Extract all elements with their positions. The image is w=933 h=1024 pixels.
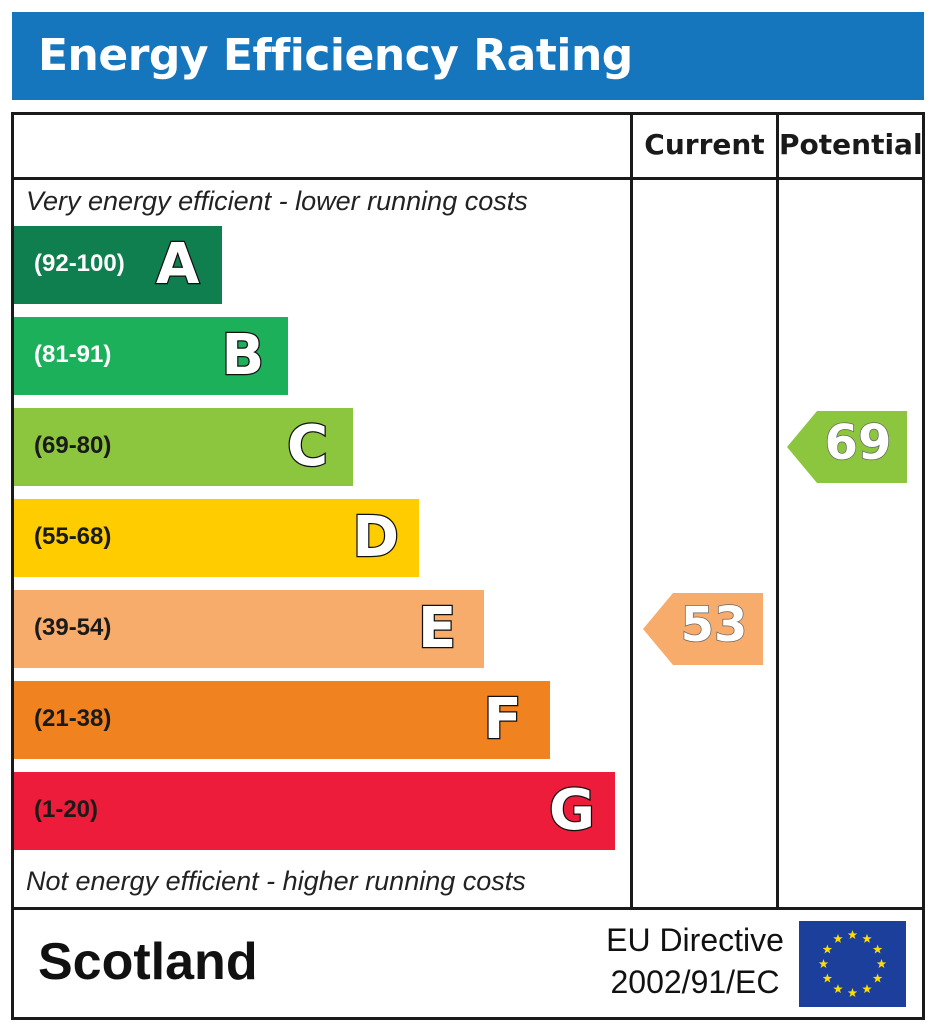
- band-range: (1-20): [34, 796, 99, 823]
- band-b: (81-91) B: [14, 317, 288, 395]
- eu-star: [818, 959, 829, 969]
- column-header-current: Current: [644, 128, 765, 161]
- eu-star: [847, 930, 858, 940]
- eu-star: [876, 959, 887, 969]
- band-letter: F: [482, 686, 523, 754]
- band-c: (69-80) C: [14, 408, 353, 486]
- eu-star: [847, 988, 858, 998]
- band-range: (69-80): [34, 432, 112, 459]
- current-rating-arrow: 53: [643, 593, 763, 665]
- directive-line-1: EU Directive: [606, 922, 784, 958]
- eu-star: [872, 944, 883, 954]
- band-a: (92-100) A: [14, 226, 222, 304]
- eu-star: [833, 984, 843, 994]
- footer-divider: [11, 907, 925, 910]
- eu-star: [822, 944, 833, 954]
- band-d: (55-68) D: [14, 499, 419, 577]
- band-letter: G: [548, 777, 596, 845]
- chart-title: Energy Efficiency Rating: [38, 30, 633, 81]
- current-arrow-shape: [643, 593, 763, 665]
- eu-star: [862, 984, 872, 994]
- band-range: (55-68): [34, 523, 112, 550]
- band-letter: D: [351, 504, 400, 572]
- country-label: Scotland: [38, 933, 258, 991]
- potential-arrow-shape: [787, 411, 907, 483]
- column-divider-left: [630, 112, 633, 910]
- band-e: (39-54) E: [14, 590, 484, 668]
- directive-line-2: 2002/91/EC: [610, 964, 780, 1000]
- band-letter: A: [155, 231, 201, 299]
- band-letter: E: [417, 595, 458, 663]
- band-range: (92-100): [34, 250, 125, 277]
- title-bar: Energy Efficiency Rating: [12, 12, 924, 100]
- header-divider: [11, 177, 925, 180]
- current-rating-value: 53: [680, 596, 748, 654]
- potential-rating-value: 69: [824, 414, 892, 472]
- band-letter: B: [220, 322, 265, 390]
- caption-bottom: Not energy efficient - higher running co…: [26, 866, 526, 896]
- potential-rating-arrow: 69: [787, 411, 907, 483]
- eu-star: [862, 933, 872, 943]
- band-range: (81-91): [34, 341, 112, 368]
- eu-star: [872, 973, 883, 983]
- band-letter: C: [286, 413, 330, 481]
- eu-star: [833, 933, 843, 943]
- band-range: (39-54): [34, 614, 112, 641]
- rating-table: [11, 112, 925, 1020]
- band-range: (21-38): [34, 705, 112, 732]
- band-g: (1-20) G: [14, 772, 615, 850]
- column-divider-right: [776, 112, 779, 910]
- band-f: (21-38) F: [14, 681, 550, 759]
- caption-top: Very energy efficient - lower running co…: [26, 186, 528, 216]
- eu-stars: [818, 930, 887, 998]
- eu-flag-icon: [799, 921, 906, 1007]
- column-header-potential: Potential: [779, 128, 923, 161]
- eu-star: [822, 973, 833, 983]
